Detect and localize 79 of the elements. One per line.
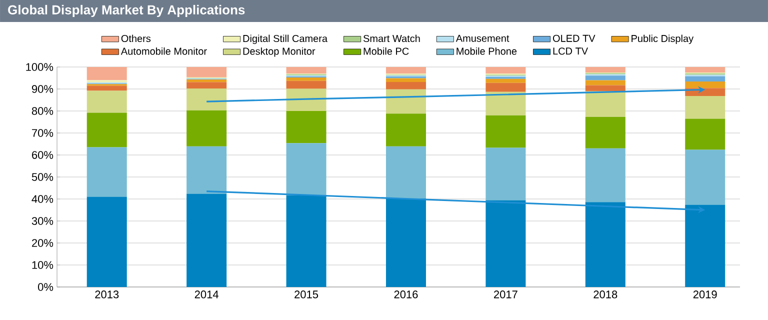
bar bbox=[685, 204, 726, 287]
y-tick-label: 60% bbox=[32, 151, 54, 159]
y-tick-label: 10% bbox=[32, 261, 54, 269]
bar bbox=[685, 118, 726, 150]
bar bbox=[386, 89, 426, 114]
bar bbox=[86, 196, 127, 287]
bar bbox=[685, 96, 726, 119]
y-tick-label: 70% bbox=[32, 129, 54, 137]
bar bbox=[386, 146, 426, 199]
bar bbox=[585, 202, 626, 287]
bar bbox=[186, 194, 227, 287]
bar bbox=[186, 80, 227, 82]
legend-label: Mobile PC bbox=[364, 47, 409, 55]
bar bbox=[685, 66, 726, 72]
bar bbox=[186, 66, 227, 78]
y-tick-label: 90% bbox=[32, 85, 54, 93]
bar bbox=[286, 80, 326, 89]
bar bbox=[86, 90, 127, 113]
x-tick-label: 2017 bbox=[494, 290, 518, 298]
y-tick-label: 100% bbox=[26, 63, 54, 71]
bar bbox=[585, 80, 626, 86]
bar bbox=[486, 148, 526, 200]
legend-label: OLED TV bbox=[552, 34, 596, 42]
legend-label: Mobile Phone bbox=[456, 47, 517, 55]
y-tick-label: 30% bbox=[32, 217, 54, 225]
y-tick-label: 40% bbox=[32, 195, 54, 203]
bar bbox=[186, 146, 227, 194]
bar bbox=[286, 66, 326, 74]
bar bbox=[585, 66, 626, 72]
y-tick-label: 20% bbox=[32, 239, 54, 247]
x-tick-label: 2013 bbox=[95, 290, 119, 298]
bar bbox=[685, 82, 726, 88]
bar bbox=[86, 86, 127, 91]
bar bbox=[585, 91, 626, 117]
bar bbox=[86, 112, 127, 148]
y-tick-label: 80% bbox=[32, 107, 54, 115]
bar bbox=[286, 143, 326, 196]
bar bbox=[685, 150, 726, 205]
bar bbox=[585, 85, 626, 92]
bar bbox=[186, 82, 227, 89]
bar bbox=[585, 76, 626, 80]
bar bbox=[186, 88, 227, 110]
x-tick-label: 2015 bbox=[294, 290, 318, 298]
bar bbox=[386, 198, 426, 287]
bar bbox=[685, 76, 726, 82]
bar bbox=[186, 110, 227, 146]
bar bbox=[386, 114, 426, 146]
bar bbox=[585, 116, 626, 148]
bar bbox=[585, 148, 626, 202]
legend-label: Automobile Monitor bbox=[120, 47, 207, 55]
bar bbox=[86, 147, 127, 197]
bar bbox=[486, 82, 526, 92]
legend-label: Public Display bbox=[632, 34, 694, 44]
bar bbox=[386, 82, 426, 90]
bar bbox=[486, 66, 526, 74]
legend-label: Amusement bbox=[456, 34, 510, 42]
bar bbox=[486, 92, 526, 116]
legend-label: Desktop Monitor bbox=[243, 47, 316, 57]
y-tick-label: 0% bbox=[38, 283, 54, 291]
bar bbox=[486, 78, 526, 83]
bar bbox=[386, 78, 426, 82]
x-tick-label: 2018 bbox=[594, 290, 618, 298]
chart-title: Global Display Market By Applications bbox=[8, 4, 245, 18]
bar bbox=[386, 66, 426, 74]
x-tick-label: 2016 bbox=[394, 290, 418, 298]
legend-label: Others bbox=[121, 34, 151, 42]
legend-label: Smart Watch bbox=[363, 34, 420, 42]
y-tick-label: 50% bbox=[32, 173, 54, 181]
bar bbox=[286, 88, 326, 111]
bar bbox=[486, 200, 526, 287]
bar bbox=[286, 78, 326, 81]
bar bbox=[86, 66, 127, 80]
bar bbox=[286, 110, 326, 144]
legend-label: Digital Still Camera bbox=[243, 34, 328, 44]
bar bbox=[486, 115, 526, 148]
x-tick-label: 2014 bbox=[194, 290, 218, 298]
bar bbox=[286, 195, 326, 287]
x-tick-label: 2019 bbox=[693, 290, 717, 298]
legend-label: LCD TV bbox=[553, 48, 588, 55]
